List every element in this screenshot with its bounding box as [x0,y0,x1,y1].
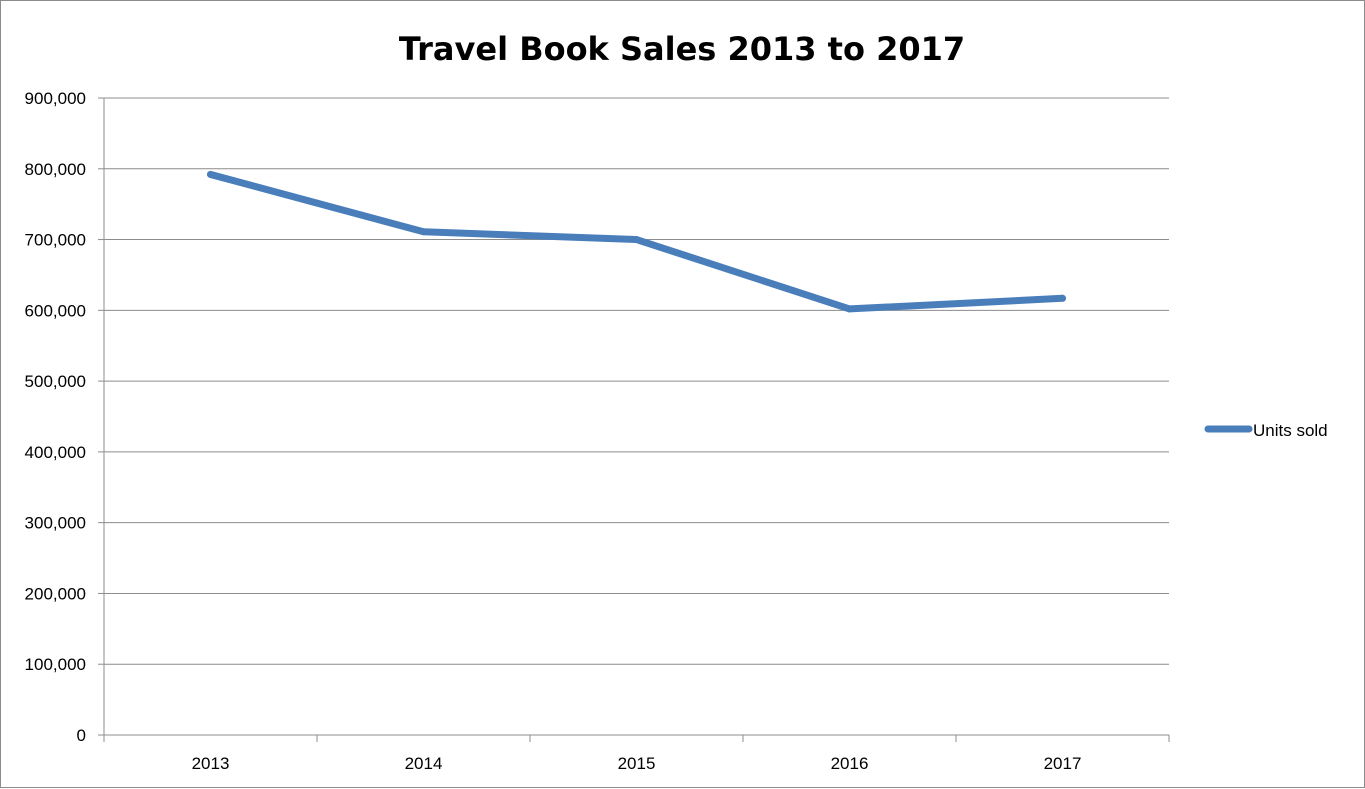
y-tick-label: 100,000 [25,655,86,674]
x-tick-label: 2013 [192,754,230,773]
legend: Units sold [1204,421,1328,440]
data-point [207,170,214,178]
data-point [1059,294,1066,302]
y-tick-label: 600,000 [25,301,86,320]
series-lines [207,170,1066,313]
x-tick-labels: 2013 2014 2015 2016 2017 [192,754,1082,773]
chart-title: Travel Book Sales 2013 to 2017 [399,30,965,68]
gridlines [104,97,1169,665]
x-tick-label: 2016 [831,754,869,773]
x-tick-label: 2017 [1044,754,1082,773]
x-tick-label: 2015 [618,754,656,773]
x-tick-label: 2014 [405,754,443,773]
y-tick-label: 700,000 [25,231,86,250]
y-tick-label: 0 [77,726,86,745]
data-point [420,228,427,236]
y-tick-label: 400,000 [25,443,86,462]
y-tick-label: 300,000 [25,514,86,533]
y-tick-label: 500,000 [25,372,86,391]
y-tick-label: 200,000 [25,584,86,603]
data-point [846,305,853,313]
axes [98,97,1170,742]
data-point [633,236,640,244]
y-tick-label: 900,000 [25,89,86,108]
legend-label: Units sold [1253,421,1328,440]
y-tick-labels: 0 100,000 200,000 300,000 400,000 500,000 600,… [25,89,86,745]
y-tick-label: 800,000 [25,160,86,179]
